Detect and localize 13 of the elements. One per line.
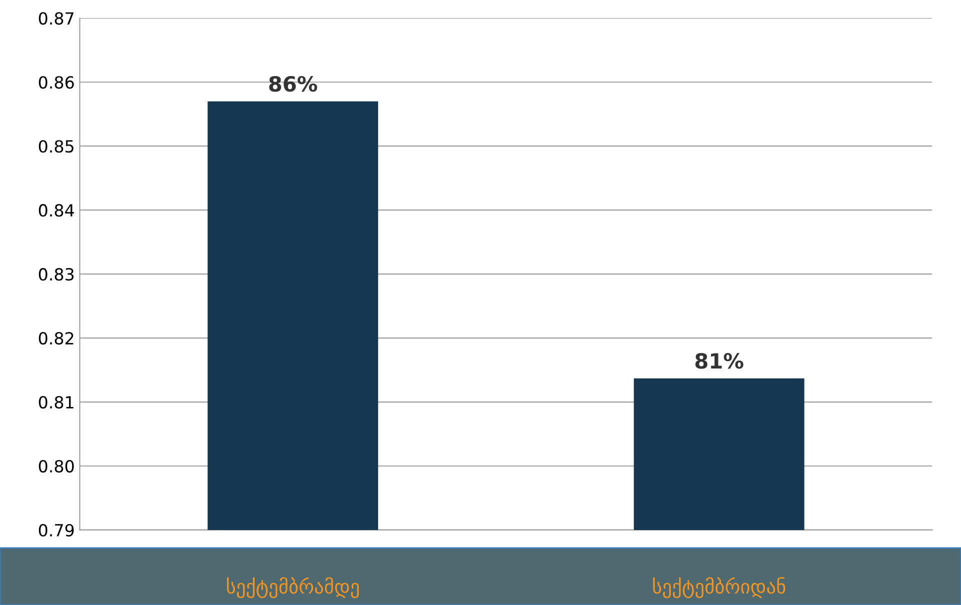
y-tick-label: 0.81 [38,396,74,409]
data-label: 81% [695,353,744,369]
y-tick-label: 0.84 [38,204,74,217]
y-tick-label: 0.83 [38,268,74,281]
x-tick-label: სექტემბრიდან [653,577,786,598]
y-tick-label: 0.80 [38,460,74,473]
y-tick-label: 0.87 [38,12,74,25]
y-tick-label: 0.86 [38,76,74,89]
y-tick-label: 0.85 [38,140,74,153]
x-tick-label: სექტემბრამდე [227,577,359,598]
y-tick-label: 0.82 [38,332,74,345]
y-tick-label: 0.79 [38,524,74,537]
data-label: 86% [269,76,318,92]
